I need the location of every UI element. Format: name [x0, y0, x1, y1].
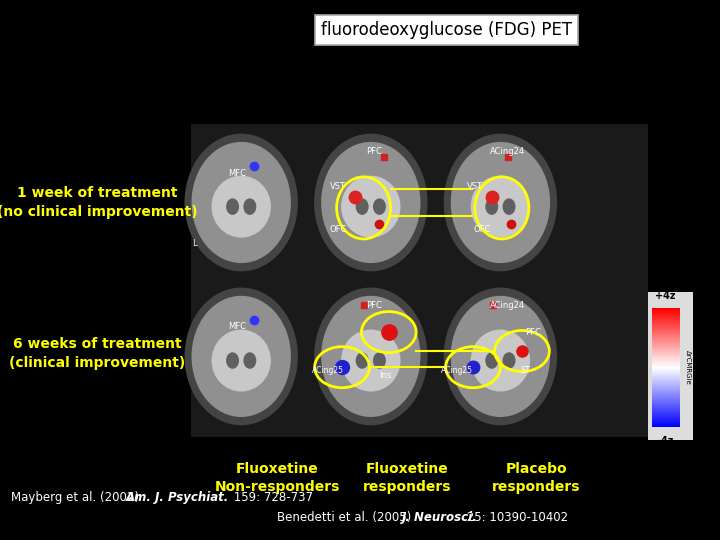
Text: 1 week of treatment
(no clinical improvement): 1 week of treatment (no clinical improve…	[0, 186, 197, 219]
Ellipse shape	[485, 198, 498, 215]
Text: VST: VST	[330, 182, 346, 191]
Ellipse shape	[341, 176, 400, 238]
Ellipse shape	[243, 352, 256, 369]
Ellipse shape	[485, 352, 498, 369]
Text: Benedetti et al. (2005): Benedetti et al. (2005)	[277, 511, 415, 524]
Ellipse shape	[184, 133, 298, 271]
Ellipse shape	[212, 176, 271, 238]
Ellipse shape	[321, 142, 420, 263]
Ellipse shape	[226, 198, 239, 215]
Text: Placebo
responders: Placebo responders	[492, 462, 580, 494]
Ellipse shape	[341, 329, 400, 392]
Text: 25: 10390-10402: 25: 10390-10402	[463, 511, 568, 524]
Ellipse shape	[503, 198, 516, 215]
Ellipse shape	[314, 287, 428, 426]
Text: 6 weeks of treatment
(clinical improvement): 6 weeks of treatment (clinical improveme…	[9, 337, 185, 370]
Bar	[191, 278, 648, 437]
Text: Ins: Ins	[379, 371, 392, 380]
Ellipse shape	[444, 287, 557, 426]
Text: PFC: PFC	[366, 147, 382, 156]
Text: -4z: -4z	[657, 436, 673, 447]
Text: L: L	[192, 239, 197, 248]
Ellipse shape	[321, 296, 420, 417]
Bar	[648, 292, 693, 440]
Ellipse shape	[451, 296, 550, 417]
Text: Fluoxetine
Non-responders: Fluoxetine Non-responders	[215, 462, 340, 494]
Ellipse shape	[471, 329, 530, 392]
Text: MFC: MFC	[229, 168, 246, 178]
Ellipse shape	[356, 352, 369, 369]
Text: Mayberg et al. (2002): Mayberg et al. (2002)	[11, 491, 143, 504]
Bar	[191, 124, 648, 284]
Ellipse shape	[503, 352, 516, 369]
Text: ACing24: ACing24	[490, 147, 525, 156]
Ellipse shape	[356, 198, 369, 215]
Text: ΔrCMRGle: ΔrCMRGle	[685, 350, 690, 384]
Ellipse shape	[373, 352, 386, 369]
Text: OFC: OFC	[330, 225, 347, 234]
Ellipse shape	[471, 176, 530, 238]
Text: ACing24: ACing24	[490, 301, 525, 310]
Text: OFC: OFC	[474, 225, 491, 234]
Ellipse shape	[243, 198, 256, 215]
Ellipse shape	[192, 296, 291, 417]
Ellipse shape	[373, 198, 386, 215]
Ellipse shape	[192, 142, 291, 263]
Text: VST: VST	[467, 182, 483, 191]
Ellipse shape	[226, 352, 239, 369]
Text: 159: 728-737: 159: 728-737	[230, 491, 313, 504]
Text: +4z: +4z	[655, 291, 675, 301]
Ellipse shape	[451, 142, 550, 263]
Text: fluorodeoxyglucose (FDG) PET: fluorodeoxyglucose (FDG) PET	[321, 21, 572, 39]
Text: Fluoxetine
responders: Fluoxetine responders	[363, 462, 451, 494]
Ellipse shape	[184, 287, 298, 426]
Text: Am. J. Psychiat.: Am. J. Psychiat.	[126, 491, 229, 504]
Text: ST: ST	[521, 366, 531, 375]
Ellipse shape	[212, 329, 271, 392]
Ellipse shape	[314, 133, 428, 271]
Text: ACing25: ACing25	[312, 366, 343, 375]
Text: ACing25: ACing25	[441, 366, 473, 375]
Text: J. Neurosci.: J. Neurosci.	[402, 511, 477, 524]
Ellipse shape	[444, 133, 557, 271]
Text: PFC: PFC	[366, 301, 382, 310]
Text: MFC: MFC	[229, 322, 246, 332]
Text: PFC: PFC	[525, 328, 541, 337]
